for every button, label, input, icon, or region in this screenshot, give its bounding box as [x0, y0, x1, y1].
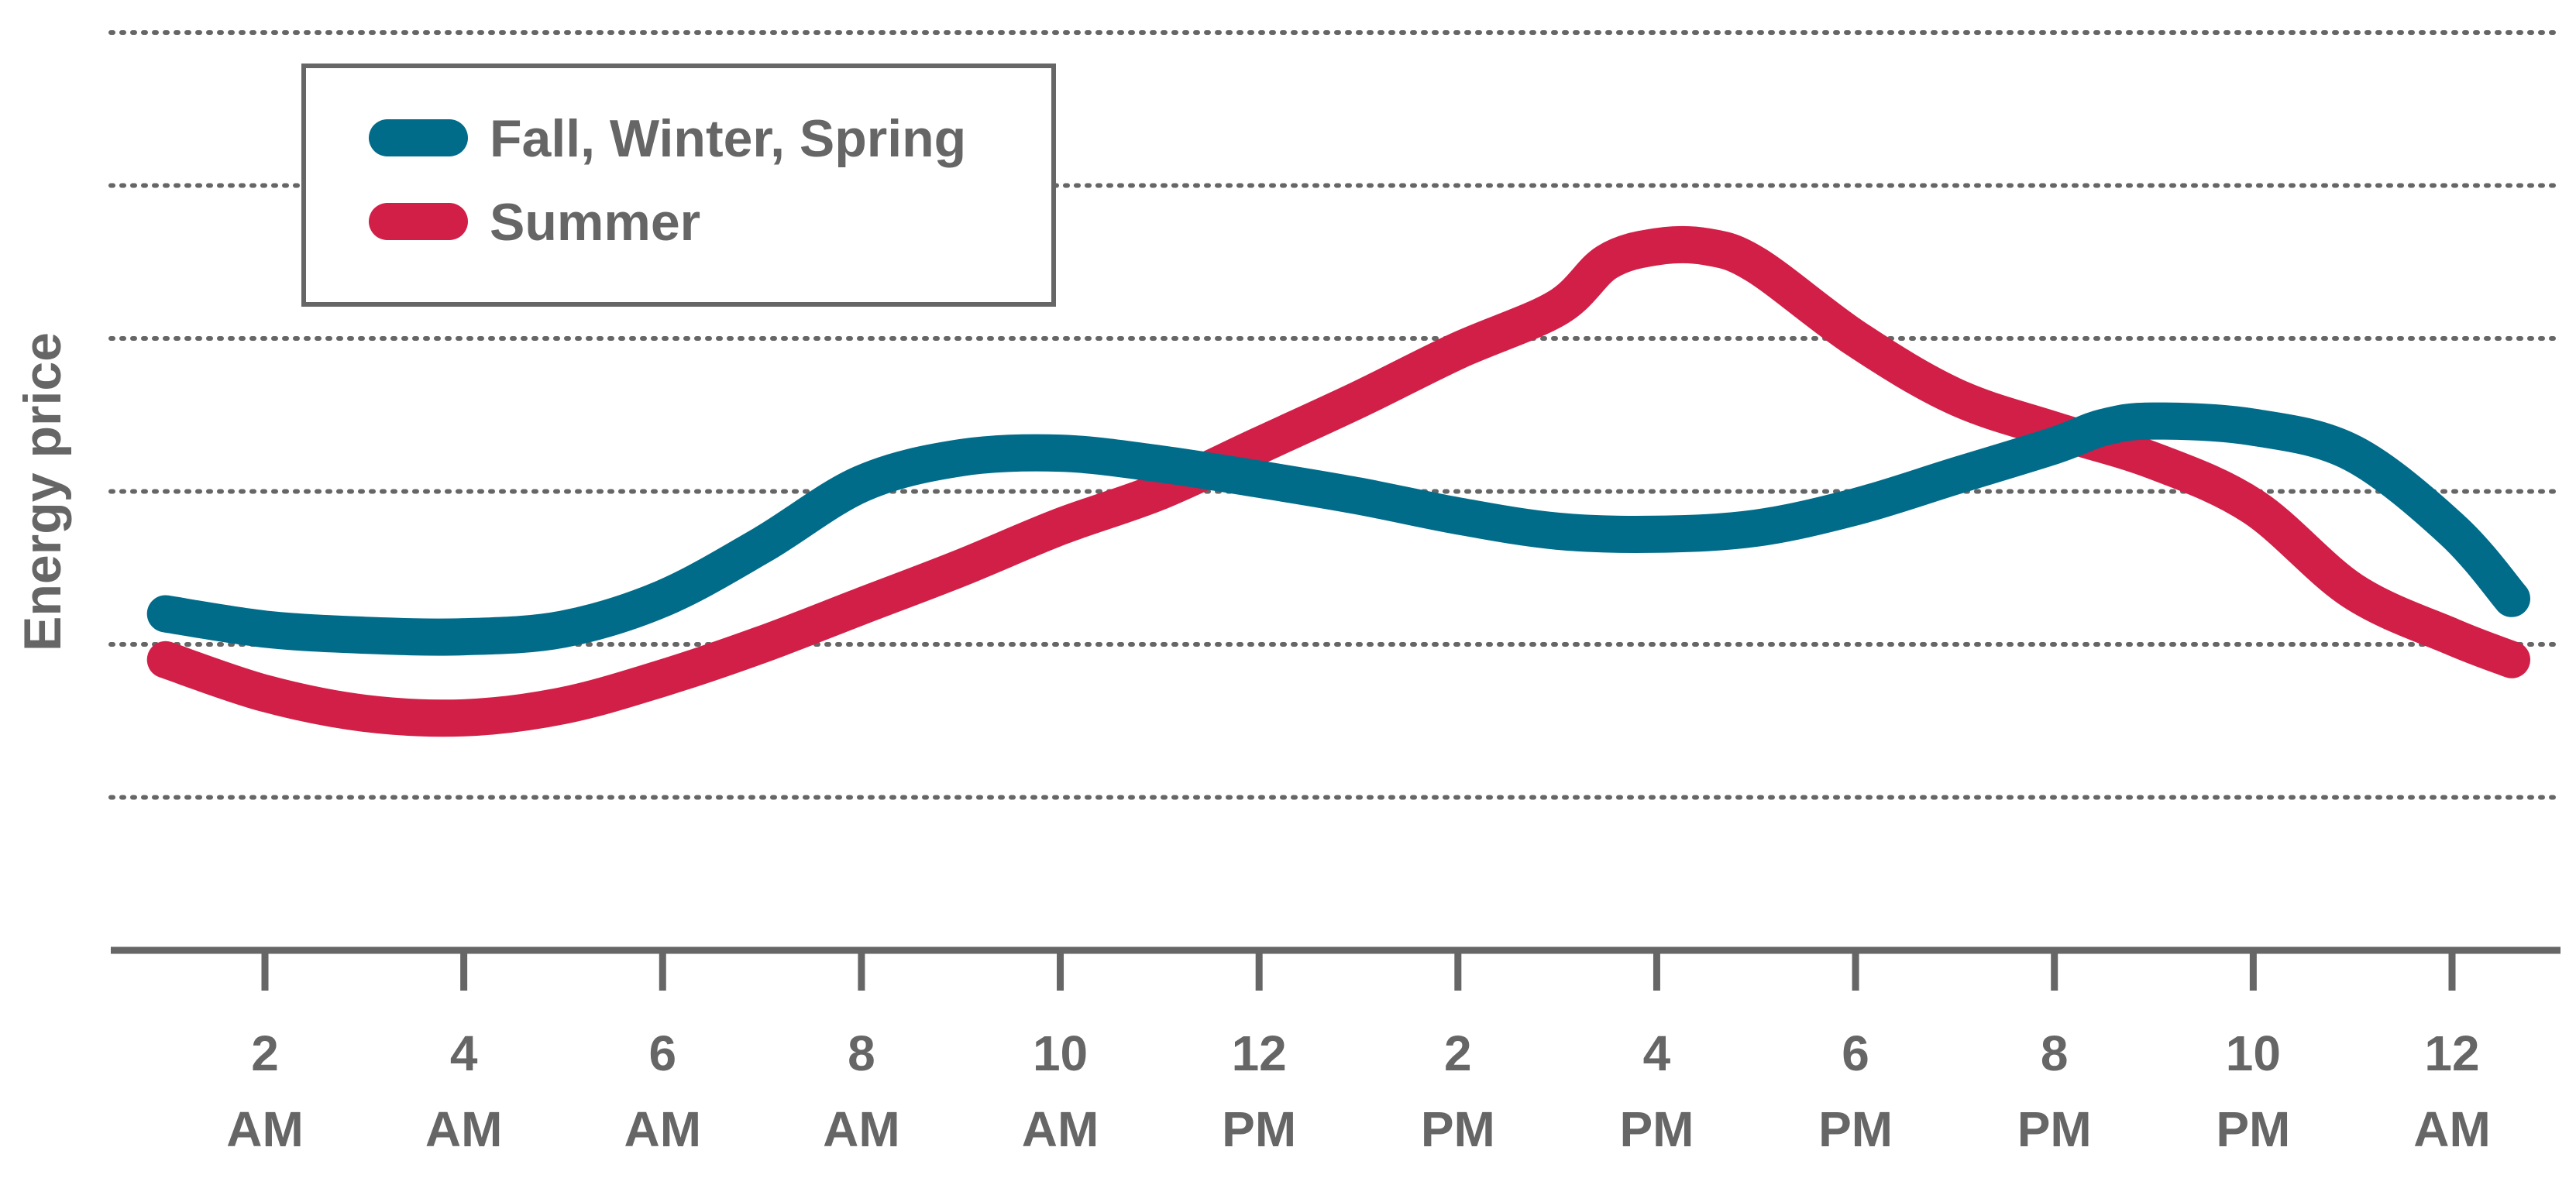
x-tick-label: 10 — [1033, 1025, 1088, 1081]
x-tick-label: PM — [1818, 1101, 1893, 1157]
x-tick-label: 2 — [251, 1025, 279, 1081]
x-tick-label: 8 — [848, 1025, 875, 1081]
x-tick-label: PM — [1421, 1101, 1495, 1157]
x-tick-label: AM — [624, 1101, 702, 1157]
x-tick-label: 6 — [1842, 1025, 1869, 1081]
x-tick-label: 12 — [2424, 1025, 2479, 1081]
x-tick-label: 10 — [2226, 1025, 2281, 1081]
x-axis: 2 AM 4 AM 6 AM 8 AM 10 AM 12 PM 2 PM 4 PM 6 PM 8 PM 10 PM 12 AM — [111, 946, 2561, 1157]
x-tick-label: PM — [1619, 1101, 1694, 1157]
x-tick-label: 8 — [2041, 1025, 2069, 1081]
series-lines — [146, 225, 2530, 737]
x-tick-label: AM — [425, 1101, 503, 1157]
gridlines — [108, 30, 2563, 800]
x-tick-label: 2 — [1444, 1025, 1472, 1081]
x-tick-label: 12 — [1232, 1025, 1287, 1081]
x-tick-label: 4 — [450, 1025, 478, 1081]
x-tick-label: AM — [226, 1101, 304, 1157]
x-tick-label: PM — [2216, 1101, 2290, 1157]
x-tick-label: AM — [823, 1101, 900, 1157]
x-tick-label: 4 — [1643, 1025, 1671, 1081]
x-tick-label: AM — [1022, 1101, 1099, 1157]
x-tick-label: AM — [2413, 1101, 2491, 1157]
x-tick-label: 6 — [648, 1025, 676, 1081]
legend-label-summer: Summer — [490, 193, 700, 252]
x-tick-label: PM — [1222, 1101, 1296, 1157]
series-line-fall-winter-spring — [146, 402, 2530, 656]
legend-label-fall-winter-spring: Fall, Winter, Spring — [490, 109, 966, 168]
x-tick-label: PM — [2017, 1101, 2092, 1157]
series-line-summer — [146, 225, 2530, 737]
y-axis-label: Energy price — [13, 332, 72, 651]
legend-box — [301, 64, 1056, 307]
legend: Fall, Winter, Spring Summer — [301, 64, 1056, 307]
